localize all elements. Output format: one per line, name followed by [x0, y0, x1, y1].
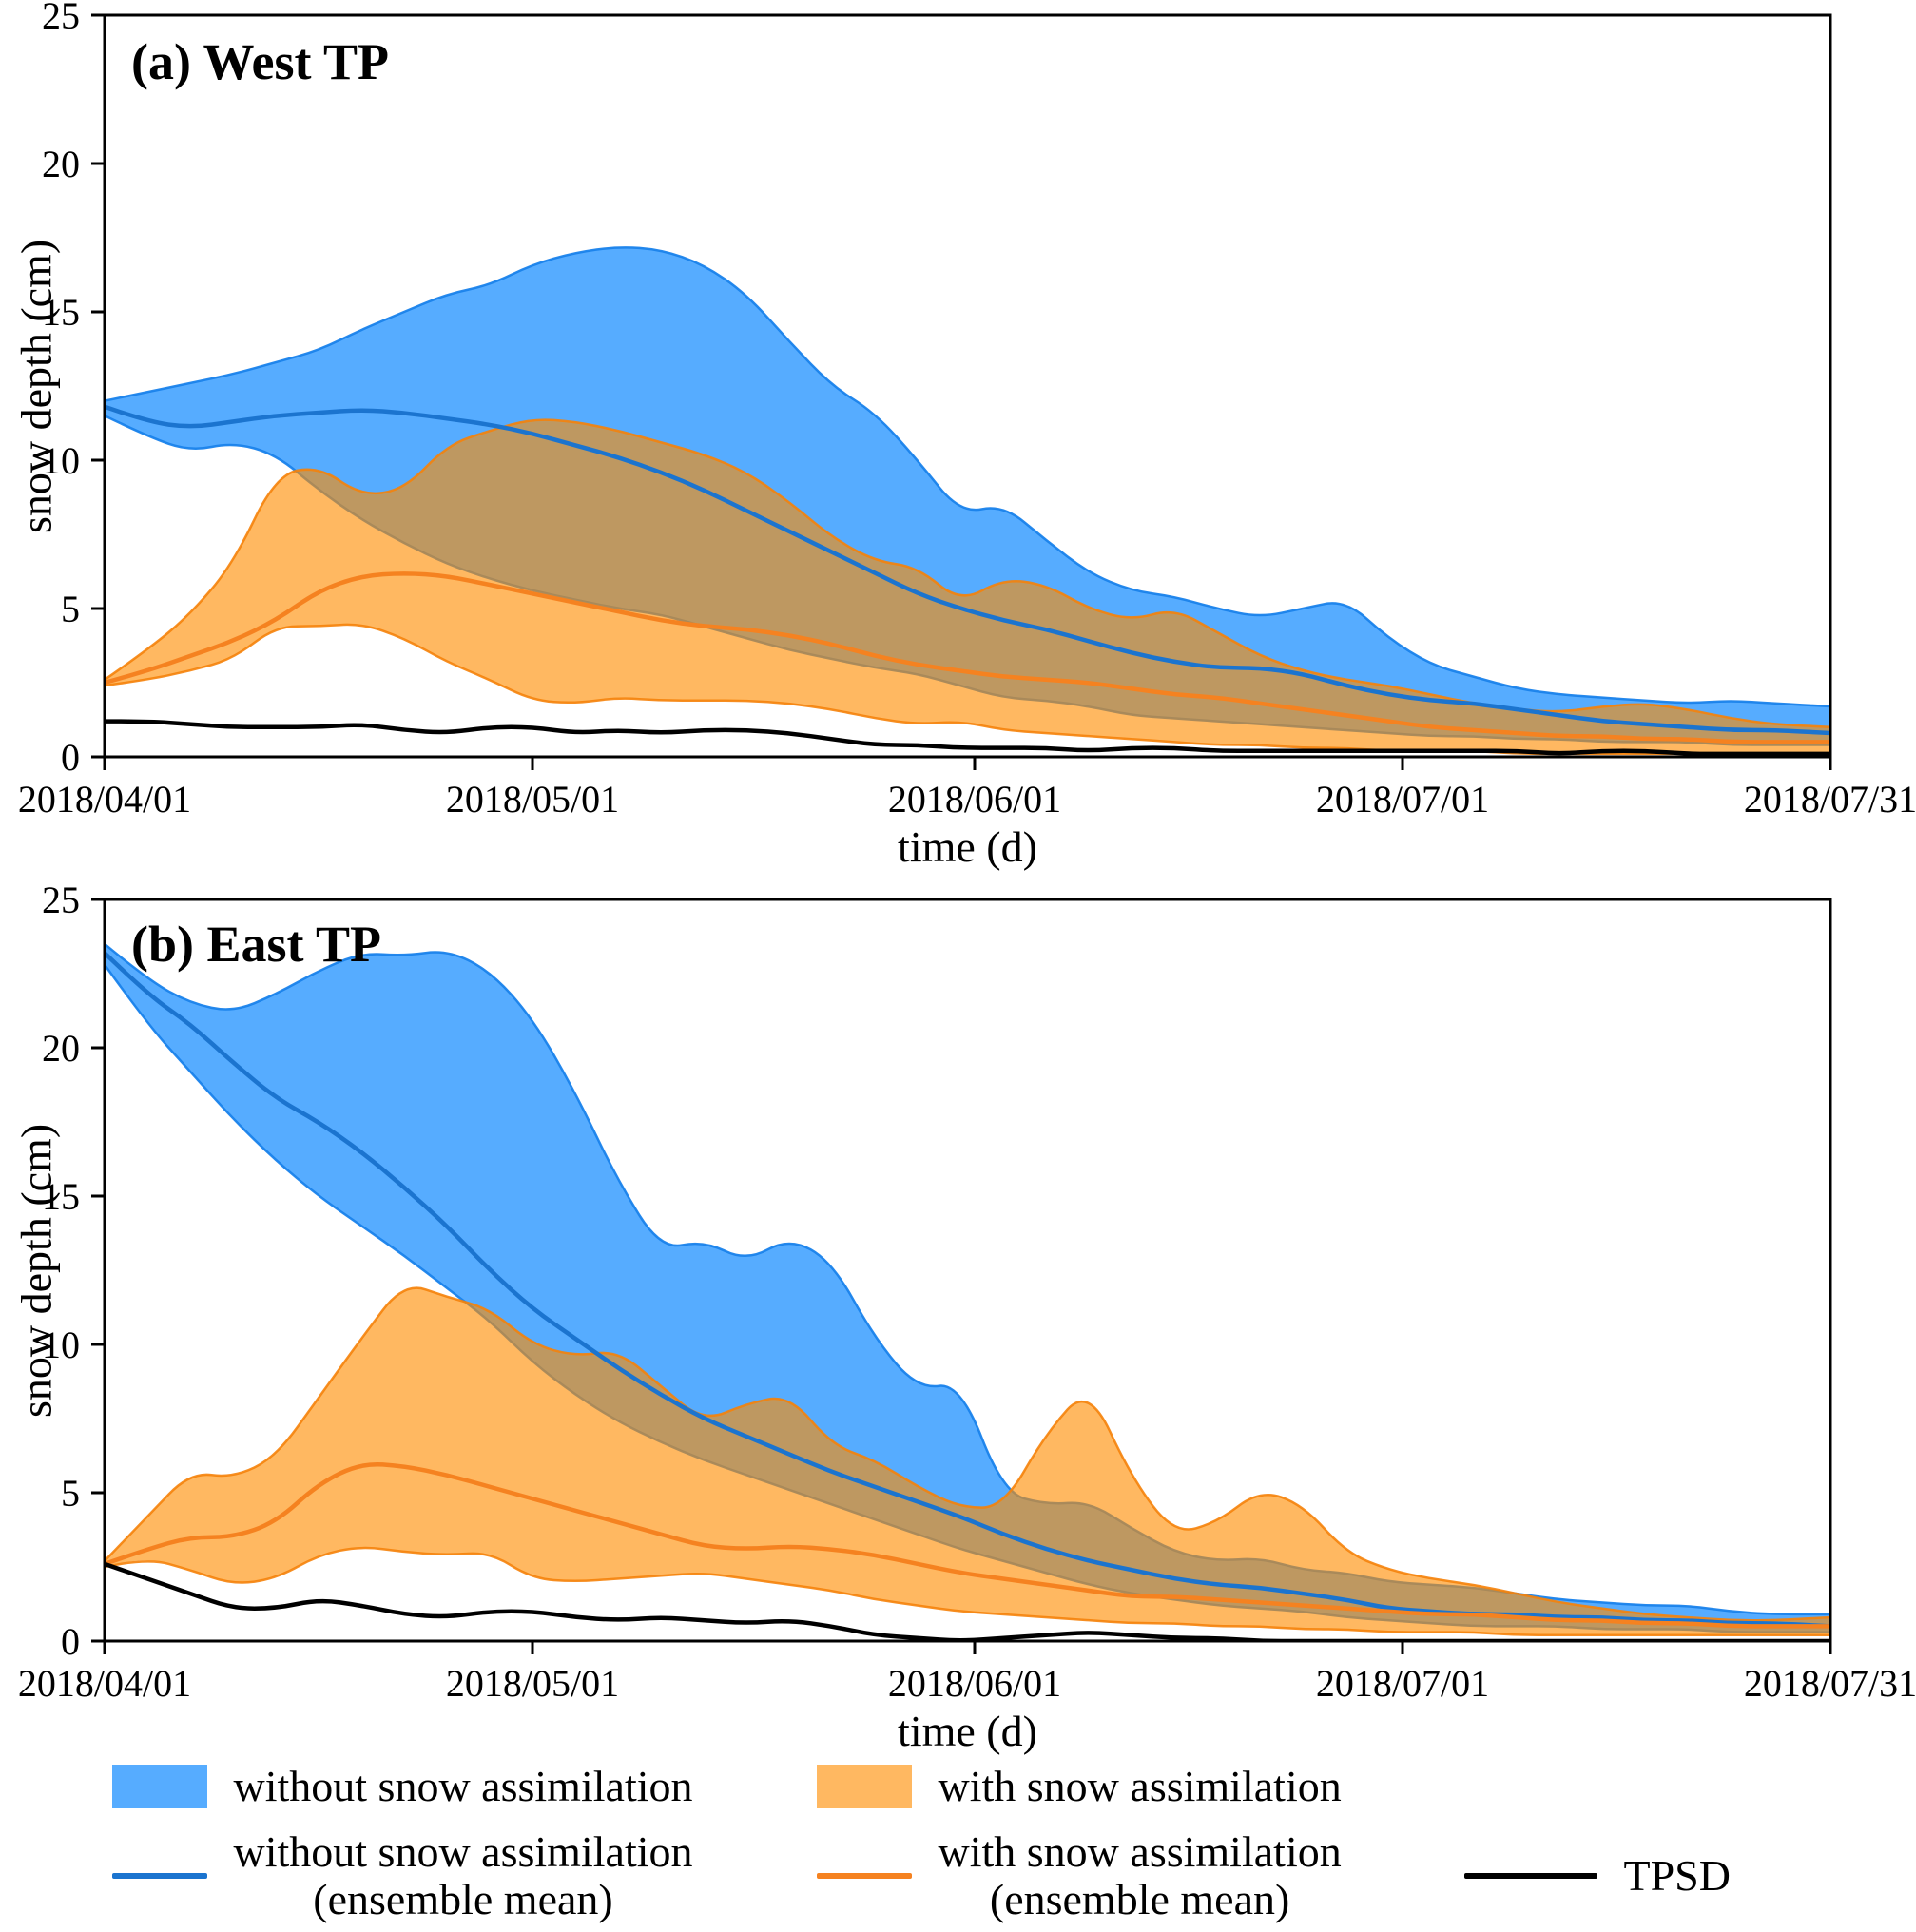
legend-label-line-with: with snow assimilation (ensemble mean)	[939, 1828, 1342, 1922]
line-blue_line-b	[105, 950, 1830, 1629]
legend-text: with snow assimilation	[938, 1827, 1342, 1876]
band-orange_band-b	[105, 1287, 1830, 1635]
legend-subtext: (ensemble mean)	[989, 1874, 1290, 1923]
y-tick-label: 20	[42, 1027, 80, 1070]
y-axis-label-a: snow depth (cm)	[11, 239, 61, 533]
x-axis-label-b: time (d)	[898, 1707, 1037, 1755]
legend-text: TPSD	[1623, 1851, 1731, 1901]
x-tick-label: 2018/06/01	[888, 778, 1061, 821]
line-blue_line-a	[105, 404, 1830, 736]
x-tick-label: 2018/07/01	[1316, 1662, 1489, 1705]
panel-a-frame	[103, 13, 1832, 759]
y-tick-label: 15	[42, 1175, 80, 1218]
legend-subtext: (ensemble mean)	[313, 1874, 613, 1923]
y-axis-label-b: snow depth (cm)	[11, 1123, 61, 1418]
x-tick-label: 2018/07/01	[1316, 778, 1489, 821]
legend-swatch-band-with	[816, 1764, 912, 1808]
band-edge-lower-orange_band	[105, 623, 1830, 756]
band-blue_band-a	[105, 247, 1830, 745]
y-tick-label: 15	[42, 291, 80, 334]
band-edge-lower-orange_band	[105, 1546, 1830, 1637]
band-blue_band-b	[105, 943, 1830, 1633]
legend-swatch-line-without	[111, 1872, 207, 1879]
band-orange_band-a	[105, 419, 1830, 754]
band-edge-upper-orange_band	[105, 1286, 1830, 1622]
legend-text: without snow assimilation	[233, 1827, 693, 1876]
y-tick-label: 5	[61, 1472, 80, 1515]
x-tick-label: 2018/04/01	[18, 778, 191, 821]
x-axis-label-a: time (d)	[898, 822, 1037, 871]
legend-swatch-band-without	[111, 1764, 207, 1808]
y-tick-label: 25	[42, 879, 80, 921]
legend-swatch-line-tpsd	[1463, 1872, 1597, 1879]
x-tick-label: 2018/07/31	[1744, 1662, 1916, 1705]
y-tick-label: 20	[42, 143, 80, 185]
y-tick-label: 0	[61, 1620, 80, 1663]
panel-b-title: (b) East TP	[131, 916, 382, 973]
y-tick-label: 25	[42, 0, 80, 37]
x-tick-label: 2018/04/01	[18, 1662, 191, 1705]
legend-swatch-line-with	[816, 1872, 912, 1879]
y-tick-label: 10	[42, 1323, 80, 1366]
panel-a-series	[105, 246, 1830, 757]
band-edge-upper-blue_band	[105, 246, 1830, 708]
legend-label-band-with: with snow assimilation	[939, 1761, 1438, 1811]
line-orange_line-b	[105, 1461, 1830, 1629]
x-tick-label: 2018/05/01	[446, 1662, 619, 1705]
legend-label-tpsd: TPSD	[1624, 1850, 1805, 1901]
y-tick-label: 10	[42, 439, 80, 482]
panel-a-title: (a) West TP	[131, 33, 390, 90]
panel-b-frame	[103, 898, 1832, 1643]
legend-label-line-without: without snow assimilation (ensemble mean…	[234, 1828, 693, 1922]
y-tick-label: 0	[61, 736, 80, 779]
legend-text: without snow assimilation	[233, 1762, 693, 1810]
panel-b-series	[105, 942, 1830, 1641]
legend: without snow assimilation with snow assi…	[111, 1761, 1805, 1922]
legend-grid: without snow assimilation with snow assi…	[111, 1761, 1805, 1922]
line-orange_line-a	[105, 571, 1830, 744]
legend-label-band-without: without snow assimilation	[234, 1761, 790, 1811]
x-tick-label: 2018/07/31	[1744, 778, 1916, 821]
x-tick-label: 2018/05/01	[446, 778, 619, 821]
x-tick-label: 2018/06/01	[888, 1662, 1061, 1705]
legend-text: with snow assimilation	[938, 1762, 1342, 1810]
line-black_line-a	[105, 719, 1830, 757]
y-tick-label: 5	[61, 588, 80, 630]
